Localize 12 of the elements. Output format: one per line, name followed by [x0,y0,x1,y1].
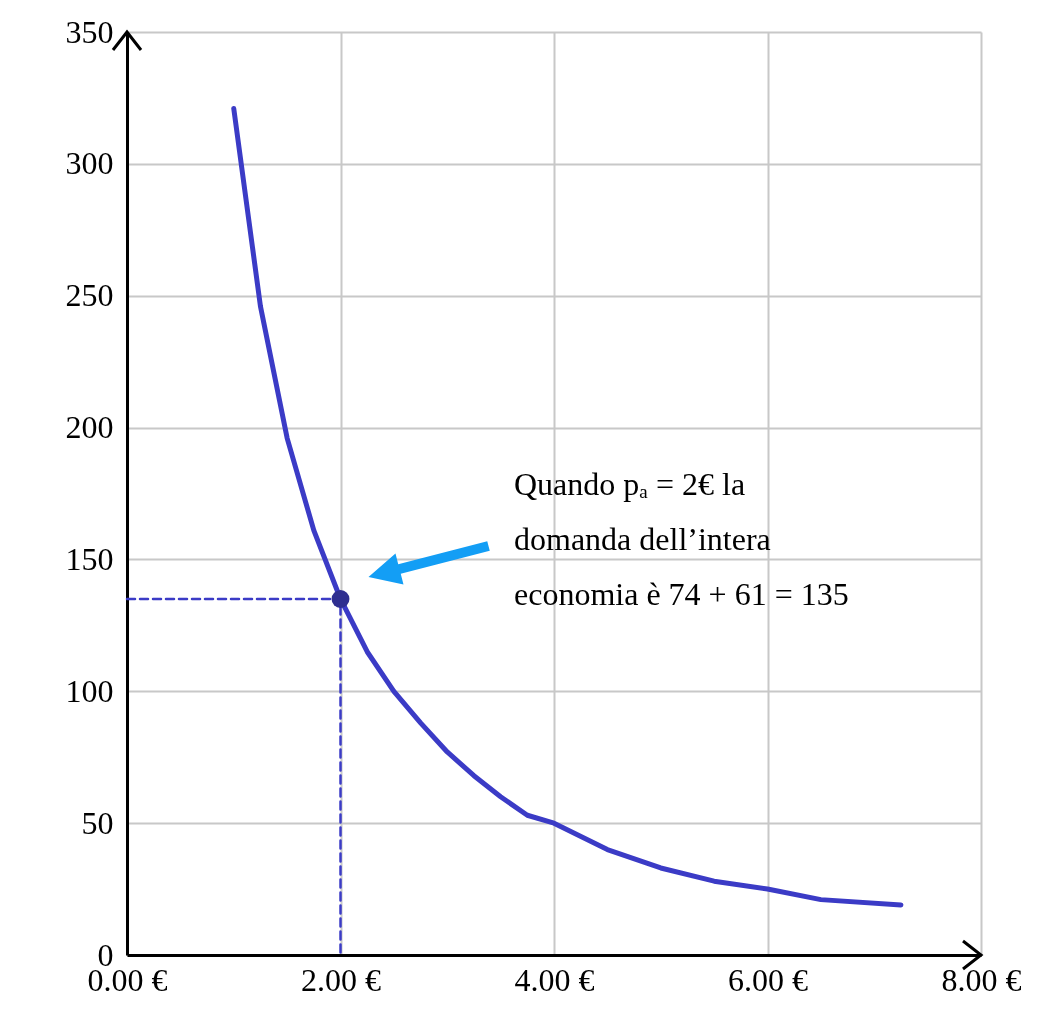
y-tick-label: 300 [65,145,114,182]
x-tick-label: 8.00 € [941,961,1022,998]
y-tick-label: 250 [65,277,114,314]
x-tick-label: 6.00 € [728,961,808,998]
y-tick-label: 350 [65,13,114,50]
annotation: Quando pₐ = 2€ la domanda dell’intera economia è 74 + 61 = 135 [514,466,849,612]
y-tick-label: 100 [65,672,114,709]
y-tick-label: 200 [65,409,114,446]
x-tick-label: 4.00 € [514,961,595,998]
x-tick-label: 2.00 € [301,961,381,998]
y-tick-label: 50 [81,804,114,841]
y-tick-label: 150 [65,540,114,577]
